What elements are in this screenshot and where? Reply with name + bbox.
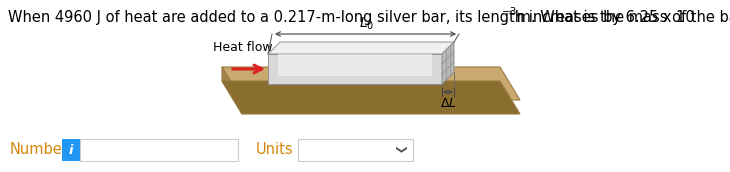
Text: Heat flow: Heat flow — [213, 41, 272, 54]
Text: Units: Units — [256, 142, 293, 158]
FancyBboxPatch shape — [298, 139, 413, 161]
Text: Number: Number — [10, 142, 69, 158]
Polygon shape — [222, 67, 242, 114]
Polygon shape — [222, 67, 520, 100]
Text: ❯: ❯ — [393, 145, 404, 155]
Polygon shape — [442, 42, 454, 84]
Polygon shape — [268, 42, 454, 54]
Text: i: i — [69, 143, 73, 157]
FancyBboxPatch shape — [62, 139, 80, 161]
FancyBboxPatch shape — [80, 139, 238, 161]
Text: When 4960 J of heat are added to a 0.217-m-long silver bar, its length increases: When 4960 J of heat are added to a 0.217… — [8, 10, 695, 25]
Polygon shape — [268, 54, 442, 84]
Text: $L_0$: $L_0$ — [359, 16, 374, 32]
Text: m. What is the mass of the bar?: m. What is the mass of the bar? — [512, 10, 730, 25]
Polygon shape — [222, 81, 520, 114]
Polygon shape — [278, 54, 432, 76]
Text: $\Delta L$: $\Delta L$ — [439, 97, 456, 110]
Text: −3: −3 — [502, 7, 518, 17]
